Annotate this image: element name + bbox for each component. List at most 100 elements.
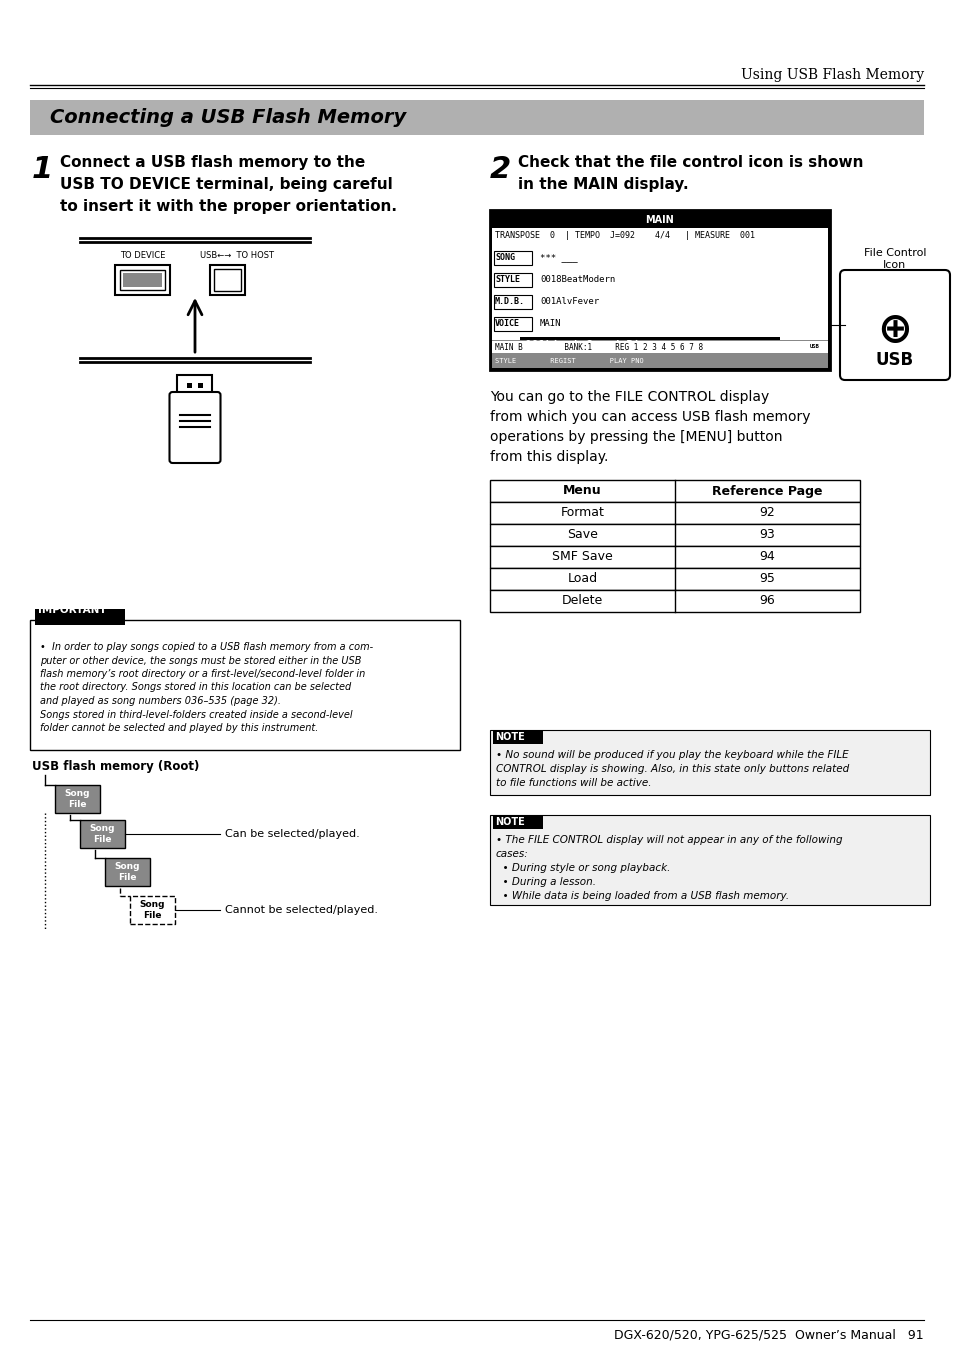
Text: CHORD       PERFORMANCE ASSISTANT: CHORD PERFORMANCE ASSISTANT xyxy=(495,343,647,351)
Text: 96: 96 xyxy=(759,594,775,608)
Text: to file functions will be active.: to file functions will be active. xyxy=(496,778,651,788)
Bar xyxy=(35,609,125,626)
Bar xyxy=(30,100,923,135)
Bar xyxy=(198,382,203,388)
Text: operations by pressing the [MENU] button: operations by pressing the [MENU] button xyxy=(490,430,781,444)
Bar xyxy=(494,273,532,286)
Bar xyxy=(494,317,532,331)
Text: SMF Save: SMF Save xyxy=(552,550,612,563)
Text: Songs stored in third-level-folders created inside a second-level: Songs stored in third-level-folders crea… xyxy=(40,709,353,720)
Bar xyxy=(55,785,100,813)
Bar xyxy=(492,212,827,367)
Text: File Control
Icon: File Control Icon xyxy=(862,249,925,270)
Text: 001AlvFever: 001AlvFever xyxy=(539,297,598,307)
Bar xyxy=(494,295,532,309)
Text: VOICE: VOICE xyxy=(495,319,519,328)
Text: • No sound will be produced if you play the keyboard while the FILE: • No sound will be produced if you play … xyxy=(496,750,848,761)
Bar xyxy=(492,212,827,228)
Bar xyxy=(120,270,165,290)
Text: Using USB Flash Memory: Using USB Flash Memory xyxy=(740,68,923,82)
Bar xyxy=(490,730,929,794)
Bar xyxy=(493,816,542,830)
Text: MAIN B         BANK:1     REG 1 2 3 4 5 6 7 8: MAIN B BANK:1 REG 1 2 3 4 5 6 7 8 xyxy=(495,343,702,351)
Text: Song
File: Song File xyxy=(90,824,115,844)
Text: • The FILE CONTROL display will not appear in any of the following: • The FILE CONTROL display will not appe… xyxy=(496,835,841,844)
Text: STYLE: STYLE xyxy=(495,276,519,285)
Text: 95: 95 xyxy=(759,573,775,585)
Text: to insert it with the proper orientation.: to insert it with the proper orientation… xyxy=(60,199,396,213)
Bar xyxy=(130,896,174,924)
Text: Song
File: Song File xyxy=(114,862,140,882)
Text: USB: USB xyxy=(875,351,913,369)
Text: Connect a USB flash memory to the: Connect a USB flash memory to the xyxy=(60,155,365,170)
Text: USB TO DEVICE terminal, being careful: USB TO DEVICE terminal, being careful xyxy=(60,177,393,192)
Text: Song
File: Song File xyxy=(65,789,91,809)
FancyBboxPatch shape xyxy=(840,270,949,380)
Bar xyxy=(494,251,532,265)
Text: Load: Load xyxy=(567,573,597,585)
Text: Menu: Menu xyxy=(562,485,601,497)
Text: Save: Save xyxy=(566,528,598,542)
Text: Can be selected/played.: Can be selected/played. xyxy=(225,830,359,839)
Bar xyxy=(490,524,859,546)
Text: 92: 92 xyxy=(759,507,775,520)
Text: 001Live! Grand Piano: 001Live! Grand Piano xyxy=(524,340,659,350)
Text: •  In order to play songs copied to a USB flash memory from a com-: • In order to play songs copied to a USB… xyxy=(40,642,373,653)
Text: Format: Format xyxy=(560,507,604,520)
Bar xyxy=(492,353,827,367)
Text: ⊕: ⊕ xyxy=(877,309,911,351)
Bar xyxy=(80,820,125,848)
Text: flash memory’s root directory or a first-level/second-level folder in: flash memory’s root directory or a first… xyxy=(40,669,365,680)
Bar xyxy=(115,265,170,295)
Text: 93: 93 xyxy=(759,528,775,542)
Text: Check that the file control icon is shown: Check that the file control icon is show… xyxy=(517,155,862,170)
Text: USB: USB xyxy=(809,345,819,350)
Text: TO DEVICE: TO DEVICE xyxy=(120,251,165,259)
Text: CONTROL display is showing. Also, in this state only buttons related: CONTROL display is showing. Also, in thi… xyxy=(496,765,848,774)
Bar xyxy=(490,209,829,370)
Text: in the MAIN display.: in the MAIN display. xyxy=(517,177,688,192)
Text: and played as song numbers 036–535 (page 32).: and played as song numbers 036–535 (page… xyxy=(40,696,281,707)
Text: from this display.: from this display. xyxy=(490,450,608,463)
Bar xyxy=(30,620,459,750)
Bar xyxy=(490,590,859,612)
Text: 1: 1 xyxy=(32,155,53,184)
Text: puter or other device, the songs must be stored either in the USB: puter or other device, the songs must be… xyxy=(40,655,361,666)
Text: TRANSPOSE  0  | TEMPO  J=092    4/4   | MEASURE  001: TRANSPOSE 0 | TEMPO J=092 4/4 | MEASURE … xyxy=(495,231,754,240)
Bar xyxy=(210,265,245,295)
Text: • During style or song playback.: • During style or song playback. xyxy=(496,863,670,873)
Text: MAIN: MAIN xyxy=(645,215,674,226)
Text: Reference Page: Reference Page xyxy=(712,485,821,497)
Text: MAIN: MAIN xyxy=(539,319,561,328)
Text: Song
File: Song File xyxy=(139,900,165,920)
Text: 0018BeatModern: 0018BeatModern xyxy=(539,276,615,285)
Bar xyxy=(177,376,213,393)
FancyBboxPatch shape xyxy=(170,392,220,463)
Text: cases:: cases: xyxy=(496,848,528,859)
Bar xyxy=(490,480,859,503)
Text: *** ___: *** ___ xyxy=(539,254,577,262)
Bar xyxy=(490,815,929,905)
Text: • During a lesson.: • During a lesson. xyxy=(496,877,596,888)
Bar xyxy=(804,342,824,353)
Text: DGX-620/520, YPG-625/525  Owner’s Manual   91: DGX-620/520, YPG-625/525 Owner’s Manual … xyxy=(614,1328,923,1342)
Text: NOTE: NOTE xyxy=(495,817,524,827)
Bar xyxy=(519,336,780,354)
Bar xyxy=(490,546,859,567)
Bar xyxy=(490,503,859,524)
Text: Delete: Delete xyxy=(561,594,602,608)
Bar xyxy=(187,382,192,388)
Bar xyxy=(213,269,241,290)
Text: the root directory. Songs stored in this location can be selected: the root directory. Songs stored in this… xyxy=(40,682,351,693)
Bar xyxy=(123,273,162,286)
Text: from which you can access USB flash memory: from which you can access USB flash memo… xyxy=(490,409,810,424)
Text: SONG: SONG xyxy=(495,254,515,262)
Text: IMPORTANT: IMPORTANT xyxy=(38,605,107,615)
Bar xyxy=(492,340,827,355)
Text: • While data is being loaded from a USB flash memory.: • While data is being loaded from a USB … xyxy=(496,892,788,901)
Bar xyxy=(490,567,859,590)
Bar xyxy=(105,858,150,886)
Text: 2: 2 xyxy=(490,155,511,184)
Bar xyxy=(492,340,827,353)
Text: USB flash memory (Root): USB flash memory (Root) xyxy=(32,761,199,773)
